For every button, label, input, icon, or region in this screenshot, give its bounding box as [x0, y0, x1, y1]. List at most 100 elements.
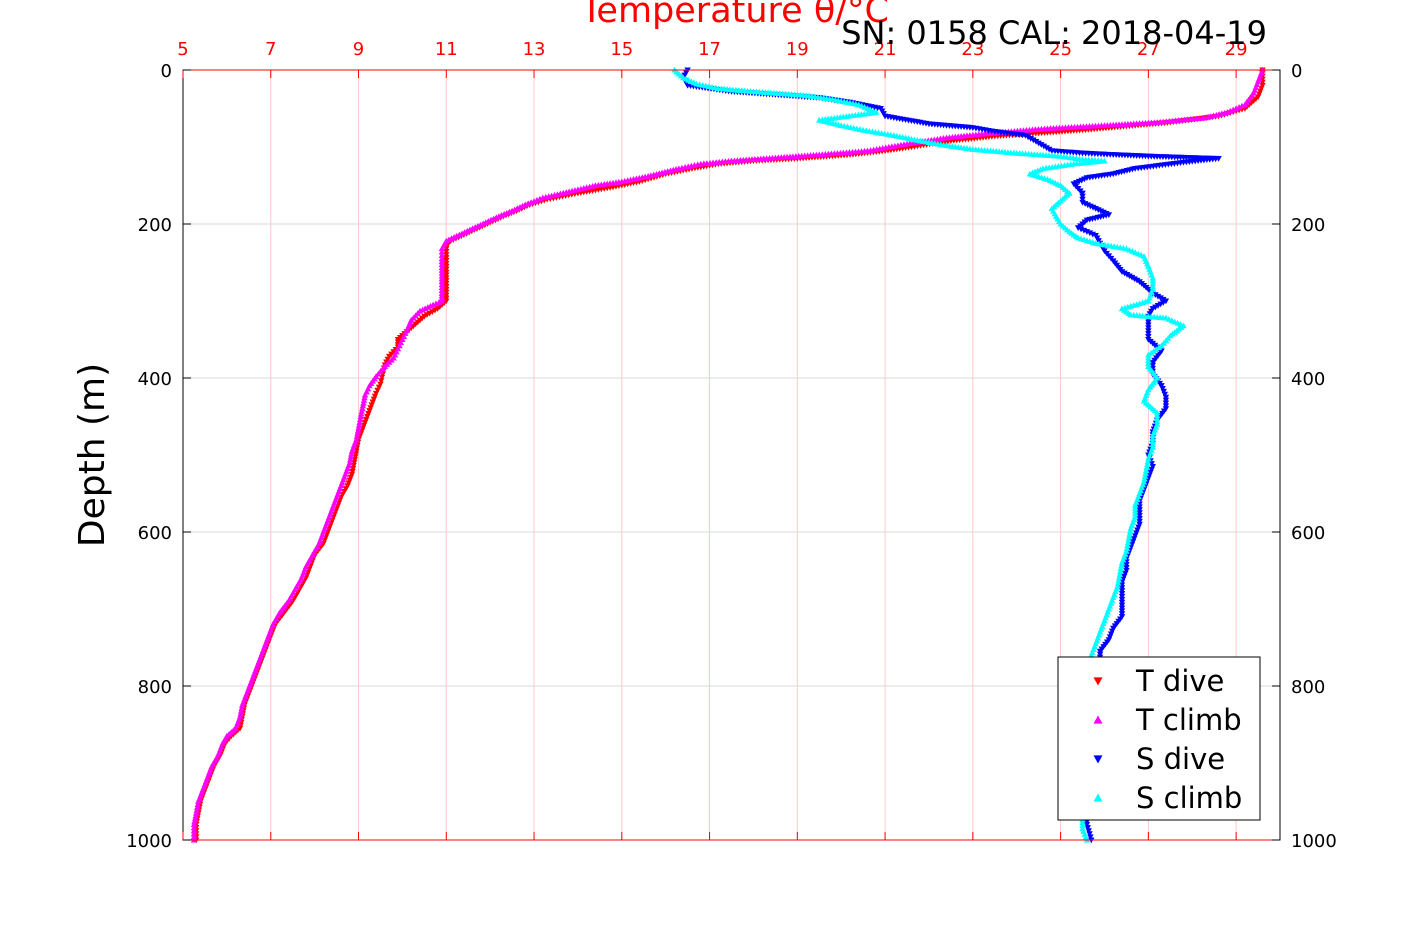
data-point	[1024, 134, 1032, 141]
data-point	[1146, 472, 1153, 479]
data-point	[1142, 467, 1150, 473]
x-tick-label: 9	[353, 39, 364, 60]
data-point	[366, 408, 373, 414]
data-point	[438, 252, 446, 258]
data-point	[1121, 573, 1128, 580]
legend-label: S dive	[1136, 742, 1225, 776]
x-tick-label: 17	[698, 39, 721, 60]
data-point	[342, 486, 350, 492]
data-point	[362, 416, 370, 423]
data-point	[372, 390, 380, 397]
data-point	[1123, 562, 1130, 568]
data-point	[1159, 386, 1166, 392]
data-point	[1149, 283, 1156, 290]
data-point	[1118, 582, 1126, 589]
data-point	[354, 427, 362, 434]
data-point	[1124, 542, 1131, 549]
data-point	[190, 830, 198, 837]
data-point	[1143, 464, 1150, 471]
data-point	[191, 818, 198, 825]
data-point	[438, 261, 446, 267]
data-point	[1118, 611, 1126, 618]
y-tick-label-right: 400	[1291, 369, 1325, 390]
data-point	[358, 407, 366, 414]
data-point	[1118, 602, 1126, 609]
data-point	[1162, 400, 1170, 407]
data-point	[1255, 91, 1263, 98]
data-point	[238, 704, 245, 711]
data-point	[1145, 357, 1152, 364]
data-point	[1149, 277, 1156, 284]
data-point	[1127, 527, 1134, 534]
data-point	[1152, 304, 1159, 311]
data-point	[1043, 145, 1050, 151]
y-tick-label-left: 200	[138, 215, 172, 236]
data-point	[1122, 570, 1129, 577]
data-point	[1118, 559, 1126, 566]
data-point	[374, 387, 381, 394]
data-point	[365, 411, 372, 417]
y-tick-label-right: 600	[1291, 523, 1325, 544]
data-point	[1118, 585, 1126, 592]
data-point	[1149, 441, 1156, 447]
data-point	[1107, 631, 1115, 638]
y-tick-label-right: 0	[1291, 61, 1302, 82]
data-point	[1125, 536, 1132, 543]
data-point	[1161, 391, 1169, 398]
data-point	[1148, 461, 1155, 467]
data-point	[347, 456, 354, 463]
data-point	[1118, 562, 1125, 569]
data-point	[371, 393, 379, 400]
data-point	[1123, 565, 1130, 571]
x-tick-label: 27	[1137, 39, 1160, 60]
data-point	[347, 453, 355, 460]
data-point	[357, 413, 364, 420]
data-point	[356, 416, 364, 422]
data-point	[1115, 576, 1122, 583]
data-point	[1085, 828, 1092, 834]
data-point	[194, 804, 201, 810]
data-point	[438, 248, 446, 255]
data-point	[1149, 432, 1156, 439]
y-tick-label-right: 1000	[1291, 831, 1337, 852]
data-point	[361, 391, 369, 398]
data-point	[1118, 608, 1126, 615]
legend-label: S climb	[1136, 781, 1242, 815]
data-point	[353, 433, 361, 440]
data-point	[1145, 331, 1152, 337]
data-point	[1131, 504, 1139, 511]
legend-box	[1057, 656, 1261, 821]
data-point	[1126, 530, 1133, 537]
y-tick-label-left: 1000	[126, 831, 172, 852]
legend-label: T dive	[1135, 664, 1224, 698]
data-point	[368, 402, 375, 409]
data-point	[1153, 418, 1161, 424]
data-point	[1136, 518, 1143, 525]
data-point	[1118, 588, 1126, 594]
data-point	[438, 258, 446, 265]
data-point	[1145, 360, 1152, 367]
y-tick-label-left: 0	[161, 61, 172, 82]
data-point	[344, 483, 351, 489]
data-point	[1149, 280, 1156, 287]
data-point	[348, 471, 356, 478]
data-point	[1083, 822, 1091, 828]
x-tick-label: 19	[786, 39, 809, 60]
data-point	[192, 809, 200, 816]
data-point	[1258, 85, 1265, 92]
data-point	[438, 275, 446, 282]
data-point	[423, 312, 431, 319]
data-point	[1108, 628, 1116, 635]
data-point	[1149, 274, 1156, 281]
data-point	[443, 286, 450, 293]
data-point	[1149, 365, 1156, 372]
data-point	[190, 821, 198, 828]
data-point	[443, 260, 450, 267]
data-point	[1131, 501, 1139, 508]
data-point	[443, 281, 450, 287]
data-point	[375, 384, 383, 391]
data-point	[360, 399, 367, 406]
data-point	[1086, 831, 1093, 838]
